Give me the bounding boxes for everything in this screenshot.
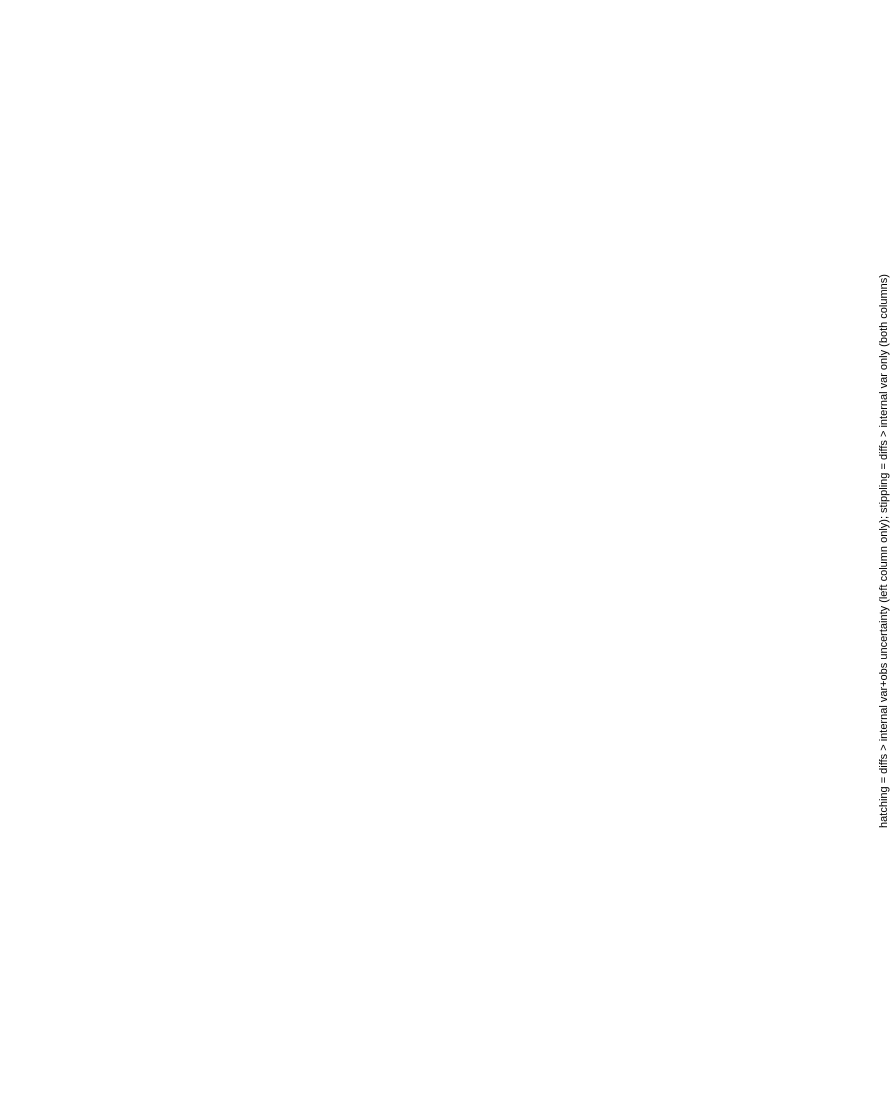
- figure-footnote: hatching = diffs > internal var+obs unce…: [878, 274, 890, 828]
